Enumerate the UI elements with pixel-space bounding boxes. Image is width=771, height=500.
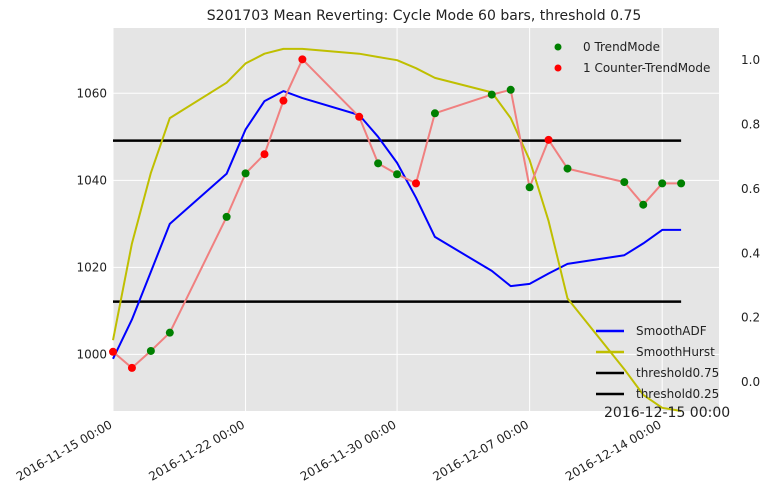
counter-trend-mode-point — [279, 96, 288, 105]
y-right-tick-label: 0.0 — [741, 375, 760, 389]
x-tick-label: 2016-11-30 00:00 — [298, 417, 399, 483]
trend-mode-point — [658, 179, 667, 188]
trend-mode-point — [677, 179, 686, 188]
counter-trend-mode-point — [412, 179, 420, 188]
counter-trend-mode-point — [544, 135, 553, 144]
series-line-smoothadf — [112, 90, 682, 360]
trend-mode-point — [374, 159, 383, 168]
legend-line-label: threshold0.75 — [636, 366, 719, 380]
trend-mode-point — [563, 164, 572, 173]
trend-mode-point — [241, 169, 250, 178]
trend-mode-point — [639, 200, 648, 209]
counter-trend-mode-point — [109, 347, 117, 356]
y-left-tick-label: 1020 — [76, 260, 107, 274]
y-right-axis-ticks: 0.0 0.2 0.4 0.6 0.8 1.0 — [741, 53, 760, 389]
x-tick-label: 2016-12-14 00:00 — [563, 417, 664, 483]
date-annotation: 2016-12-15 00:00 — [604, 405, 730, 421]
trend-mode-point — [430, 109, 439, 118]
legend-line-label: threshold0.25 — [636, 387, 719, 401]
x-tick-label: 2016-12-07 00:00 — [430, 417, 531, 483]
x-tick-label: 2016-11-15 00:00 — [14, 417, 115, 483]
legend-markers: 0 TrendMode 1 Counter-TrendMode — [554, 40, 710, 75]
legend-line-label: SmoothADF — [636, 324, 707, 338]
counter-trend-mode-point — [355, 112, 364, 121]
trend-mode-point — [393, 170, 402, 179]
counter-trend-mode-point — [127, 363, 136, 372]
y-left-axis-ticks: 1000 1020 1040 1060 — [76, 86, 107, 361]
y-left-tick-label: 1040 — [76, 173, 107, 187]
trend-mode-point — [506, 85, 515, 94]
y-right-tick-label: 0.4 — [741, 246, 760, 260]
y-right-tick-label: 1.0 — [741, 53, 760, 67]
legend-marker-swatch — [554, 43, 562, 51]
legend-marker-label: 0 TrendMode — [583, 40, 660, 54]
legend-marker-label: 1 Counter-TrendMode — [583, 61, 710, 75]
legend-marker-swatch — [554, 64, 562, 72]
legend-lines: SmoothADF SmoothHurst threshold0.75 thresho… — [596, 324, 719, 401]
counter-trend-mode-point — [260, 150, 269, 159]
y-right-tick-label: 0.8 — [741, 118, 760, 132]
trend-mode-point — [146, 346, 155, 355]
grid — [112, 28, 719, 411]
legend-line-label: SmoothHurst — [636, 345, 715, 359]
chart-title: S201703 Mean Reverting: Cycle Mode 60 ba… — [207, 8, 642, 24]
trend-mode-point — [222, 212, 231, 221]
y-right-tick-label: 0.6 — [741, 182, 760, 196]
trend-mode-point — [525, 183, 534, 192]
trend-mode-point — [165, 328, 174, 337]
x-tick-label: 2016-11-22 00:00 — [146, 417, 247, 483]
trend-mode-point — [620, 178, 629, 187]
y-left-tick-label: 1060 — [76, 86, 107, 100]
x-axis-ticks: 2016-11-15 00:00 2016-11-22 00:00 2016-11-… — [14, 417, 664, 483]
threshold-lines — [113, 139, 682, 303]
y-left-tick-label: 1000 — [76, 347, 107, 361]
plot-background — [113, 28, 719, 411]
trend-mode-point — [487, 90, 496, 99]
y-right-tick-label: 0.2 — [741, 311, 760, 325]
series-line-smoothhurst — [112, 47, 682, 412]
counter-trend-mode-point — [298, 55, 307, 64]
price-markers — [109, 55, 686, 372]
